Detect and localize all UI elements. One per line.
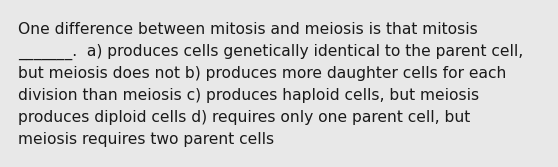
- Text: division than meiosis c) produces haploid cells, but meiosis: division than meiosis c) produces haploi…: [18, 88, 479, 103]
- Text: One difference between mitosis and meiosis is that mitosis: One difference between mitosis and meios…: [18, 22, 478, 37]
- Text: but meiosis does not b) produces more daughter cells for each: but meiosis does not b) produces more da…: [18, 66, 506, 81]
- Text: meiosis requires two parent cells: meiosis requires two parent cells: [18, 132, 274, 147]
- Text: _______.  a) produces cells genetically identical to the parent cell,: _______. a) produces cells genetically i…: [18, 44, 523, 60]
- Text: produces diploid cells d) requires only one parent cell, but: produces diploid cells d) requires only …: [18, 110, 470, 125]
